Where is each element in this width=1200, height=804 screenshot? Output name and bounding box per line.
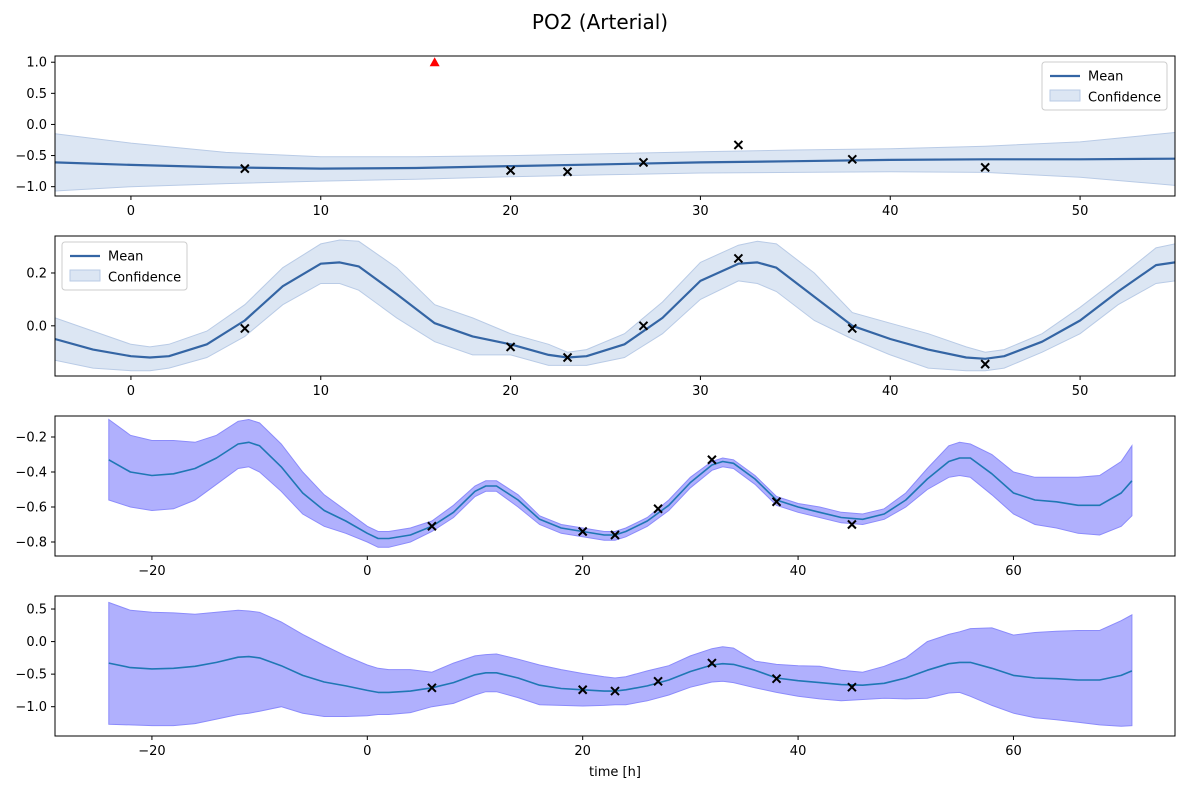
panel-3-confidence-band: [108, 418, 1133, 548]
panel-2: 0 10 20 30 40 50 0.2 0.0 Mean Confidence: [26, 235, 1176, 399]
panel-2-x-tick-label: 10: [312, 384, 329, 399]
panel-4-x-tick-label: 0: [363, 744, 371, 759]
panel-2-x-tick-label: 0: [127, 384, 135, 399]
panel-2-legend: Mean Confidence: [61, 241, 188, 291]
panel-1-x-tick-label: 50: [1072, 204, 1089, 219]
panel-4-axes-frame: [54, 595, 1176, 737]
panel-4-x-tick-label: 20: [574, 744, 591, 759]
panel-4-confidence-band: [108, 601, 1133, 727]
panel-3-y-tick-label: −0.2: [15, 431, 47, 446]
panel-1-observation-point: [638, 157, 649, 168]
panel-1-y-tick-label: 0.5: [26, 87, 47, 102]
panel-2-x-tick-label: 40: [882, 384, 899, 399]
panel-3-axes-frame: [54, 415, 1176, 557]
panel-4-y-tick-label: 0.0: [26, 635, 47, 650]
panel-1-x-tick-label: 40: [882, 204, 899, 219]
panel-1-x-tick-label: 30: [692, 204, 709, 219]
panel-1-legend-confidence-label: Confidence: [1088, 91, 1161, 106]
panel-1-highlight-marker: [429, 57, 440, 67]
panel-3-observation-point: [847, 519, 857, 530]
panel-3-observation-point: [653, 504, 663, 514]
panel-3-x-tick-label: 60: [1005, 564, 1022, 579]
panel-1-observation-point: [980, 162, 990, 173]
panel-1-observation-point: [847, 154, 857, 164]
panel-1-y-tick-label: −0.5: [15, 149, 47, 164]
panel-4-observation-point: [771, 673, 782, 684]
panel-3-x-tick-label: 40: [790, 564, 807, 579]
panel-1-observation-point: [562, 167, 573, 177]
panel-2-x-tick-label: 50: [1072, 384, 1089, 399]
panel-2-mean-line: [55, 261, 1175, 360]
panel-4-observation-point: [847, 682, 857, 692]
panel-4-x-axis-label: time [h]: [589, 765, 641, 780]
panel-2-observation-point: [240, 323, 250, 334]
panel-1-x-tick-label: 0: [127, 204, 135, 219]
panel-4-observation-point: [427, 683, 437, 693]
panel-2-legend-mean-label: Mean: [108, 250, 143, 265]
panel-1-legend-mean-label: Mean: [1088, 70, 1123, 85]
panel-1-observation-point: [733, 140, 744, 150]
panel-1-plot-area: [55, 131, 1175, 192]
panel-1-x-tick-label: 10: [312, 204, 329, 219]
panel-2-observation-point: [847, 323, 857, 334]
panel-3-observation-point: [577, 526, 588, 537]
panel-1-y-tick-label: 1.0: [26, 56, 47, 71]
panel-2-observation-point: [980, 359, 990, 369]
panel-4-x-tick-label: 60: [1005, 744, 1022, 759]
panel-4-y-tick-label: 0.5: [26, 603, 47, 618]
panel-1: 0 10 20 30 40 50 1.0 0.5 0.0 −0.5 −1.0 Mean Confiden…: [15, 55, 1176, 219]
figure-title: PO2 (Arterial): [531, 10, 669, 34]
panel-3-plot-area: [108, 418, 1133, 548]
panel-4-x-tick-label: −20: [138, 744, 165, 759]
panel-2-observation-point: [733, 253, 744, 264]
panel-1-y-tick-label: 0.0: [26, 118, 47, 133]
panel-1-y-tick-label: −1.0: [15, 180, 47, 195]
panel-4-x-tick-label: 40: [790, 744, 807, 759]
panel-2-observation-point: [505, 342, 516, 352]
panel-1-mean-line: [55, 157, 1175, 170]
panel-1-observation-point: [240, 163, 250, 174]
panel-2-x-tick-label: 30: [692, 384, 709, 399]
panel-3-x-tick-label: 20: [574, 564, 591, 579]
panel-2-observation-point: [562, 352, 573, 363]
panel-1-observation-point: [505, 165, 516, 176]
panel-2-legend-confidence-swatch: [69, 269, 101, 282]
panel-2-x-tick-label: 20: [502, 384, 519, 399]
panel-2-legend-confidence-label: Confidence: [108, 271, 181, 286]
panel-2-axes-frame: [54, 235, 1176, 377]
panel-4-plot-area: [108, 601, 1133, 727]
panel-2-y-tick-label: 0.0: [26, 319, 47, 334]
panel-3-y-tick-label: −0.4: [15, 466, 47, 481]
panel-1-axes-frame: [54, 55, 1176, 197]
panel-2-observation-point: [638, 321, 649, 331]
panel-3-observation-point: [427, 521, 437, 531]
panel-1-x-tick-label: 20: [502, 204, 519, 219]
panel-4-observation-point: [577, 685, 588, 695]
panel-4-observation-point: [653, 676, 663, 687]
panel-2-y-tick-label: 0.2: [26, 266, 47, 281]
panel-4: −20 0 20 40 60 0.5 0.0 −0.5 −1.0 time [h]: [15, 595, 1176, 780]
panel-1-legend-confidence-swatch: [1049, 89, 1081, 102]
panel-3-y-tick-label: −0.8: [15, 536, 47, 551]
panel-4-observation-point: [707, 658, 717, 668]
panel-3-x-tick-label: −20: [138, 564, 165, 579]
panel-4-y-tick-label: −1.0: [15, 700, 47, 715]
panel-4-observation-point: [610, 686, 620, 696]
panel-1-confidence-band: [55, 131, 1175, 192]
panel-2-plot-area: [55, 239, 1175, 372]
panel-3-observation-point: [771, 497, 782, 507]
panel-2-confidence-band: [55, 239, 1175, 372]
panel-3-observation-point: [610, 530, 620, 540]
panel-3-observation-point: [707, 455, 717, 465]
panel-3-y-tick-label: −0.6: [15, 501, 47, 516]
panel-4-y-tick-label: −0.5: [15, 668, 47, 683]
panel-3: −20 0 20 40 60 −0.2 −0.4 −0.6 −0.8: [15, 415, 1176, 579]
panel-3-x-tick-label: 0: [363, 564, 371, 579]
panel-1-legend: Mean Confidence: [1041, 61, 1168, 111]
